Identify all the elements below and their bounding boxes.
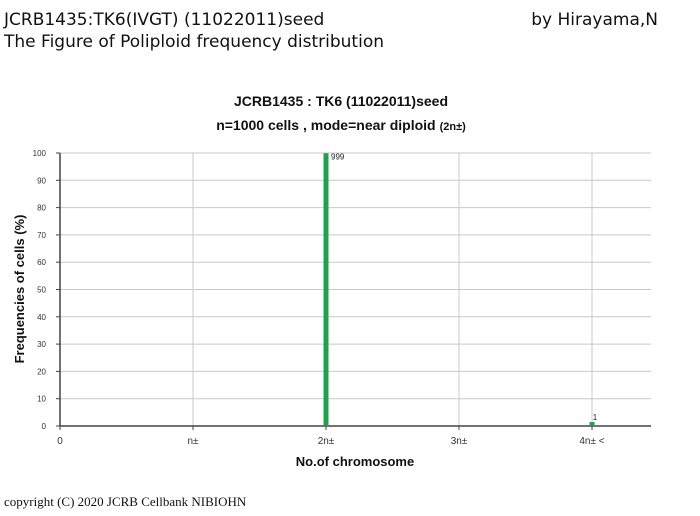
- y-tick-label: 70: [37, 231, 46, 240]
- y-tick-label: 30: [37, 340, 46, 349]
- author: by Hirayama,N: [531, 10, 658, 30]
- page-subtitle: The Figure of Poliploid frequency distri…: [4, 32, 384, 52]
- y-tick-label: 60: [37, 258, 46, 267]
- x-tick-label: 2n±: [318, 436, 335, 447]
- data-label: 999: [331, 152, 345, 161]
- y-tick-label: 80: [37, 204, 46, 213]
- y-tick-label: 90: [37, 176, 46, 185]
- y-tick-label: 0: [42, 422, 47, 431]
- chart-title: JCRB1435 : TK6 (11022011)seed: [234, 93, 448, 109]
- y-tick-label: 50: [37, 286, 46, 295]
- bar: [323, 153, 329, 426]
- x-tick-label: 0: [57, 436, 63, 447]
- page-title: JCRB1435:TK6(IVGT) (11022011)seed: [4, 10, 325, 30]
- y-axis-label: Frequencies of cells (%): [12, 215, 27, 364]
- y-tick-label: 40: [37, 313, 46, 322]
- y-tick-label: 20: [37, 367, 46, 376]
- y-tick-label: 10: [37, 395, 46, 404]
- x-tick-label: n±: [187, 436, 199, 447]
- chart-subtitle-suffix: (2n±): [440, 121, 467, 133]
- copyright: copyright (C) 2020 JCRB Cellbank NIBIOHN: [4, 494, 247, 509]
- bar: [589, 422, 595, 426]
- chart-subtitle-main: n=1000 cells , mode=near diploid: [216, 117, 435, 133]
- y-tick-label: 100: [33, 149, 47, 158]
- x-tick-label: 3n±: [451, 436, 468, 447]
- data-label: 1: [593, 413, 598, 422]
- chart-subtitle: n=1000 cells , mode=near diploid (2n±): [216, 117, 466, 133]
- x-tick-label: 4n± <: [579, 436, 604, 447]
- x-axis-label: No.of chromosome: [296, 454, 414, 469]
